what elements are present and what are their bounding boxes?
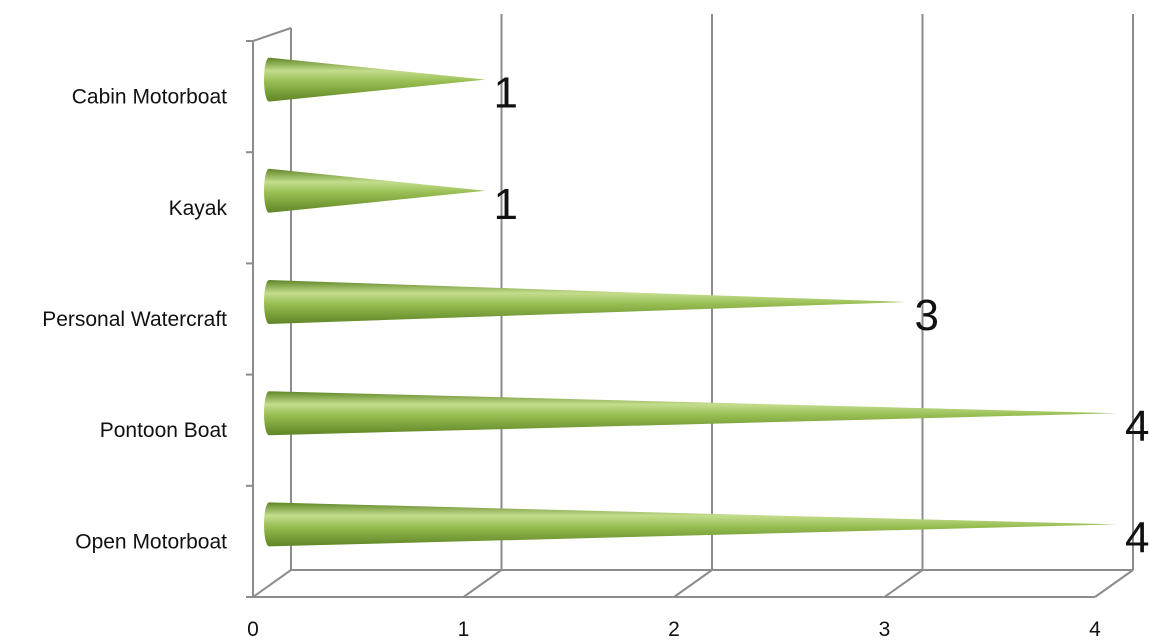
cone-bar <box>264 391 1117 436</box>
category-label: Pontoon Boat <box>100 419 227 442</box>
x-tick-label: 4 <box>1089 618 1101 641</box>
cone-bar <box>264 168 486 213</box>
cone-bar <box>264 57 486 102</box>
x-tick-label: 2 <box>668 618 680 641</box>
floor-diagonal <box>883 569 924 598</box>
data-label: 4 <box>1125 402 1149 451</box>
top-left-edge <box>252 27 292 42</box>
x-tick-label: 3 <box>879 618 891 641</box>
category-label: Personal Watercraft <box>42 308 227 331</box>
cone-bar <box>264 502 1117 547</box>
data-label: 1 <box>494 180 518 229</box>
floor-diagonal <box>462 569 503 598</box>
floor-diagonal <box>673 569 713 598</box>
category-label: Cabin Motorboat <box>72 86 227 109</box>
category-label: Kayak <box>169 197 228 220</box>
axes <box>246 27 1133 598</box>
gridlines <box>252 14 1134 598</box>
labels: 0 1 2 3 4 Open Motorboat 4 Pontoon Boat 4 Persona… <box>42 69 1149 641</box>
data-label: 1 <box>494 69 518 118</box>
x-tick-label: 0 <box>247 618 259 641</box>
cone-bar <box>264 280 907 324</box>
x-tick-label: 1 <box>458 618 470 641</box>
cone-bars <box>264 57 1117 547</box>
floor-diagonal <box>252 569 292 598</box>
floor-diagonal <box>1094 569 1134 598</box>
category-label: Open Motorboat <box>75 530 227 553</box>
data-label: 3 <box>915 291 939 340</box>
data-label: 4 <box>1125 513 1149 562</box>
